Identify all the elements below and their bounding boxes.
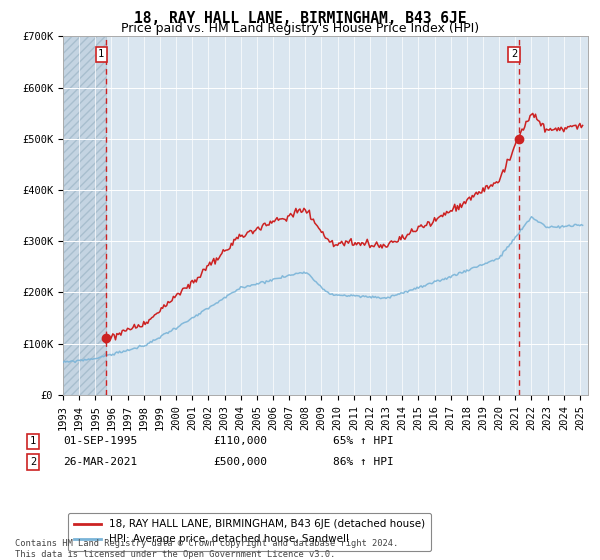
Text: 1: 1 xyxy=(98,49,104,59)
Text: Contains HM Land Registry data © Crown copyright and database right 2024.
This d: Contains HM Land Registry data © Crown c… xyxy=(15,539,398,559)
Text: 2: 2 xyxy=(30,457,36,467)
Legend: 18, RAY HALL LANE, BIRMINGHAM, B43 6JE (detached house), HPI: Average price, det: 18, RAY HALL LANE, BIRMINGHAM, B43 6JE (… xyxy=(68,513,431,550)
Text: 18, RAY HALL LANE, BIRMINGHAM, B43 6JE: 18, RAY HALL LANE, BIRMINGHAM, B43 6JE xyxy=(134,11,466,26)
Text: 65% ↑ HPI: 65% ↑ HPI xyxy=(333,436,394,446)
Text: 2: 2 xyxy=(511,49,517,59)
Text: 01-SEP-1995: 01-SEP-1995 xyxy=(63,436,137,446)
Text: 1: 1 xyxy=(30,436,36,446)
Text: Price paid vs. HM Land Registry's House Price Index (HPI): Price paid vs. HM Land Registry's House … xyxy=(121,22,479,35)
Text: 86% ↑ HPI: 86% ↑ HPI xyxy=(333,457,394,467)
Text: £110,000: £110,000 xyxy=(213,436,267,446)
Bar xyxy=(63,36,106,395)
Text: 26-MAR-2021: 26-MAR-2021 xyxy=(63,457,137,467)
Text: £500,000: £500,000 xyxy=(213,457,267,467)
